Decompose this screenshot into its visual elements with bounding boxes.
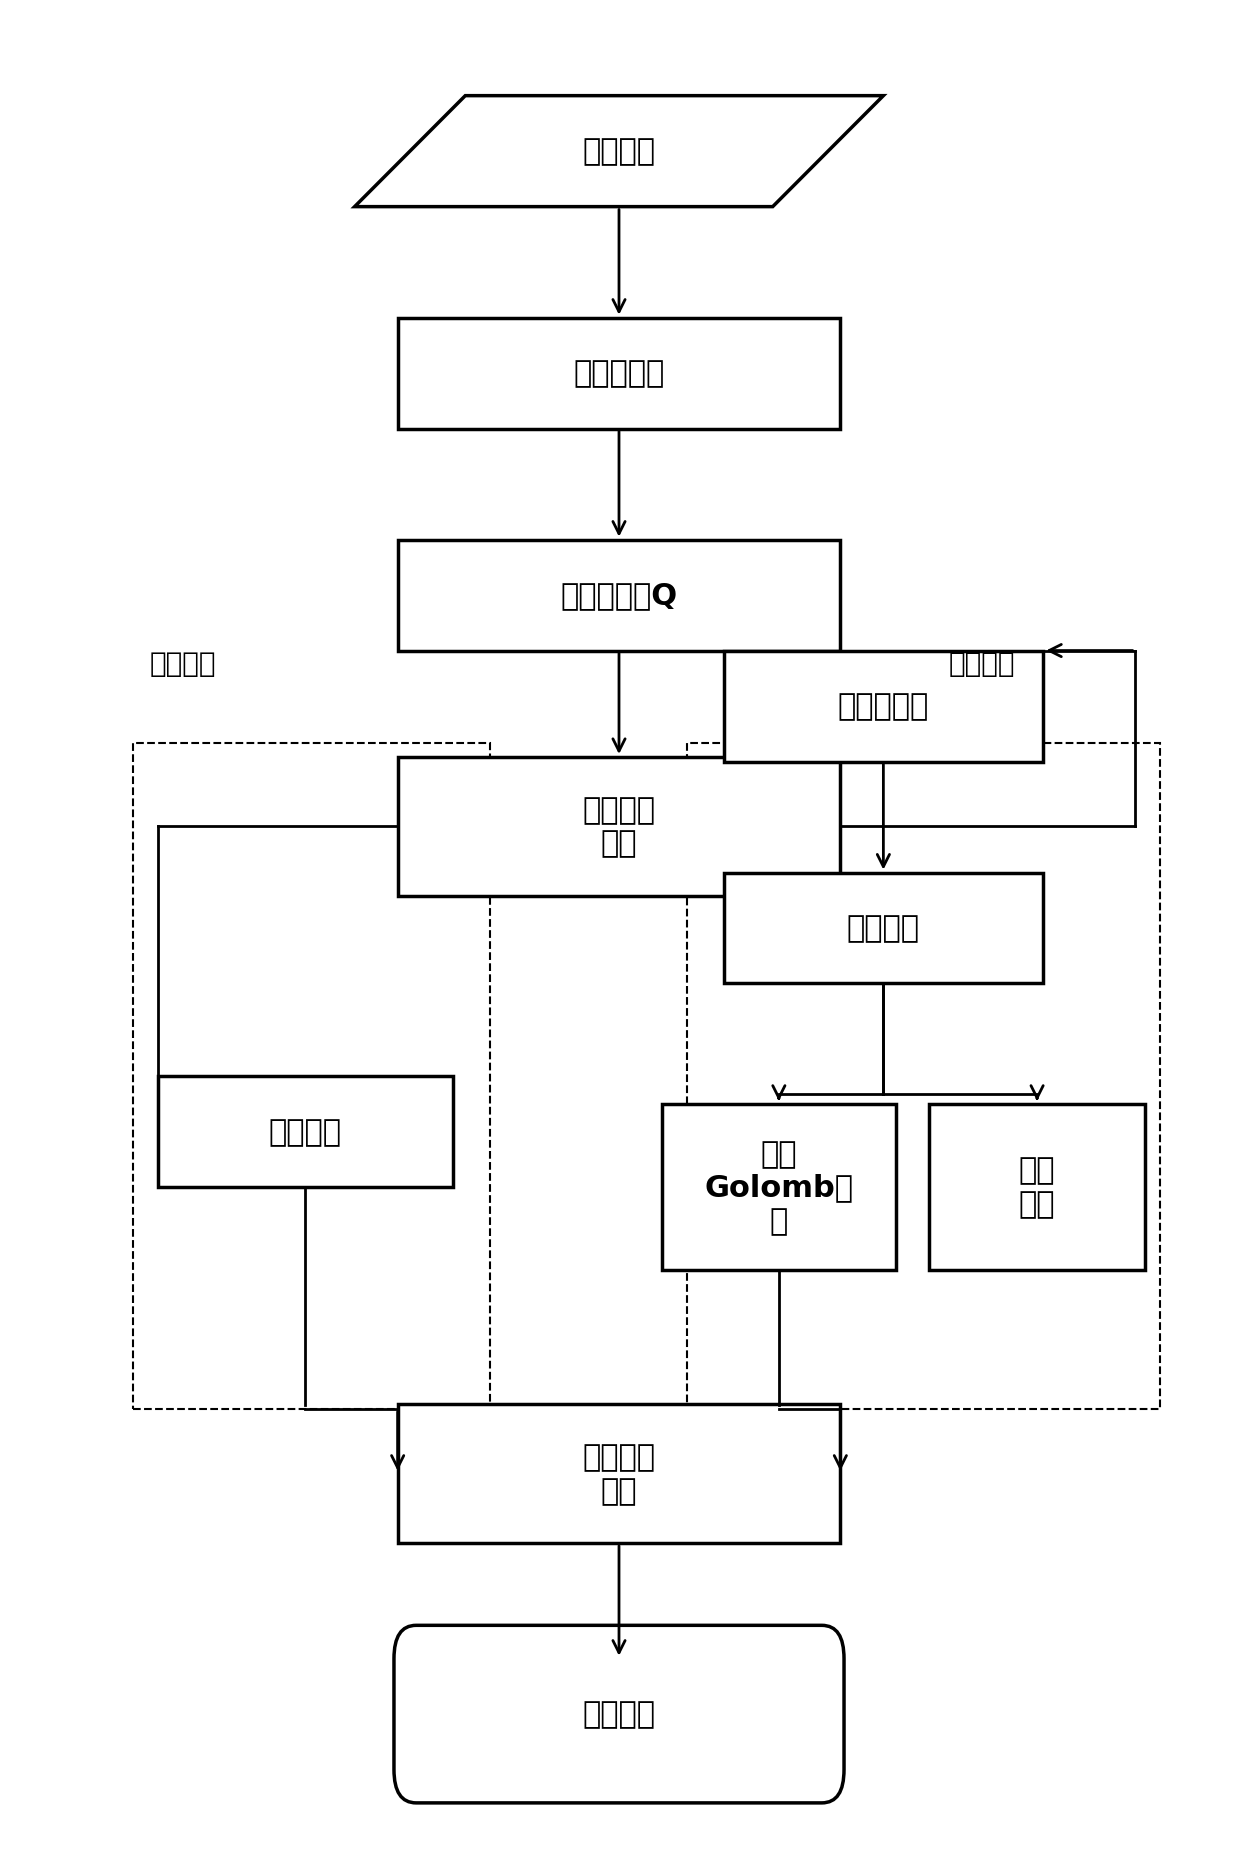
Text: 游程模式: 游程模式	[150, 650, 215, 678]
Text: 码流模式
选择: 码流模式 选择	[583, 1443, 655, 1506]
Bar	[397, 540, 841, 652]
Text: 编码模式
选择: 编码模式 选择	[583, 795, 655, 858]
Bar	[723, 873, 1044, 984]
Bar	[134, 743, 490, 1409]
Text: 参数
更新: 参数 更新	[1019, 1157, 1055, 1218]
Text: 压缩码流: 压缩码流	[583, 1699, 655, 1729]
Text: 图像数据: 图像数据	[583, 137, 655, 167]
Text: 计算预测值: 计算预测值	[838, 693, 928, 721]
Text: 计算重构值: 计算重构值	[573, 360, 665, 388]
Text: 常规模式: 常规模式	[948, 650, 1015, 678]
Text: 残差
Golomb编
码: 残差 Golomb编 码	[704, 1138, 853, 1235]
Bar	[662, 1105, 895, 1270]
Bar	[158, 1077, 453, 1187]
Text: 计算上下文Q: 计算上下文Q	[561, 581, 677, 611]
Bar	[687, 743, 1160, 1409]
Text: 计算残差: 计算残差	[847, 914, 920, 943]
FancyBboxPatch shape	[394, 1625, 844, 1803]
Bar	[930, 1105, 1145, 1270]
Bar	[723, 652, 1044, 761]
Bar	[397, 758, 841, 897]
Text: 游程编码: 游程编码	[269, 1118, 342, 1146]
Bar	[397, 318, 841, 429]
Bar	[397, 1404, 841, 1543]
Polygon shape	[354, 97, 884, 208]
